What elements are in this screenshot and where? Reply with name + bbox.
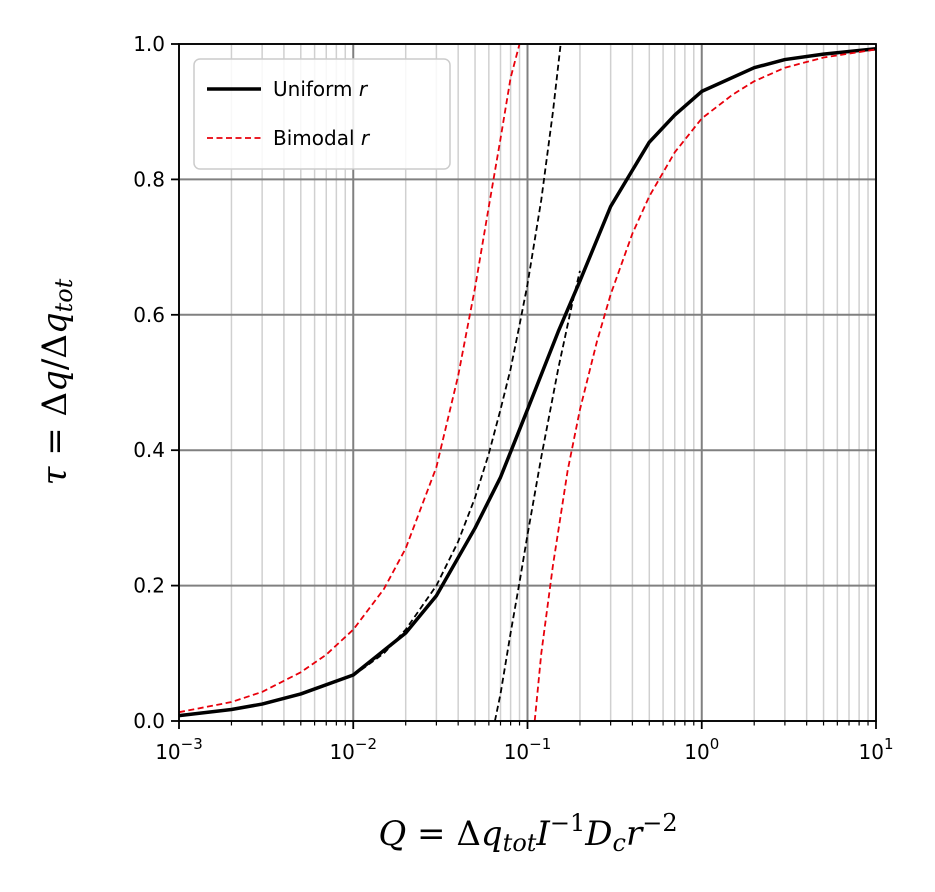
x-tick-label-exponent: −3 [181, 735, 203, 753]
xlabel-exp2: −2 [642, 809, 677, 837]
y-tick-label: 0.2 [133, 574, 165, 598]
legend: Uniform r Bimodal r [193, 58, 451, 170]
x-tick-label-base: 10 [329, 740, 354, 764]
xlabel-q: Q [378, 814, 406, 854]
ylabel-eq: = Δ [35, 392, 75, 467]
x-tick-label-exponent: 0 [710, 735, 720, 753]
bimodal-series-line [179, 44, 521, 714]
x-tick-label: 100 [684, 735, 719, 764]
legend-label-uniform-r: r [359, 77, 369, 101]
legend-label-bimodal-text: Bimodal [273, 126, 355, 150]
xlabel-exp1: −1 [550, 809, 585, 837]
y-tick-label: 1.0 [133, 32, 165, 56]
y-tick-label: 0.6 [133, 303, 165, 327]
x-tick-label-base: 10 [155, 740, 180, 764]
ylabel-slash: /Δ [35, 334, 75, 370]
xlabel-i: I [535, 814, 550, 854]
x-tick-label: 10−3 [155, 735, 203, 764]
xlabel-c-sub: c [613, 829, 626, 857]
x-tick-label-exponent: −2 [355, 735, 377, 753]
legend-label-bimodal-r: r [361, 126, 371, 150]
ylabel-q: q [35, 370, 75, 392]
legend-box [193, 58, 451, 170]
legend-label-uniform-text: Uniform [273, 77, 353, 101]
xlabel-qtot-q: q [481, 814, 503, 854]
series-layer [179, 44, 876, 721]
x-tick-label-base: 10 [504, 740, 529, 764]
y-tick-label: 0.4 [133, 438, 165, 462]
x-tick-label-exponent: −1 [529, 735, 551, 753]
xlabel-d: D [584, 814, 612, 854]
ylabel-tot-sub: tot [50, 278, 78, 312]
uniform-series-line [179, 46, 876, 718]
y-axis-label: τ = Δq/Δqtot [35, 278, 78, 485]
legend-label-uniform: Uniform r [273, 77, 369, 101]
bimodal-series-line [533, 48, 876, 721]
asymptote-series-line [494, 270, 581, 721]
xlabel-eq: = Δ [406, 814, 481, 854]
y-tick-label: 0.0 [133, 709, 165, 733]
ylabel-tau: τ [35, 465, 75, 485]
ylabel-q2: q [35, 312, 75, 334]
y-tick-label: 0.8 [133, 167, 165, 191]
x-tick-label: 10−1 [504, 735, 552, 764]
x-axis-label: Q = ΔqtotI−1Dcr−2 [378, 809, 677, 857]
asymptote-series-line [352, 44, 562, 677]
x-tick-label-base: 10 [859, 740, 884, 764]
legend-label-bimodal: Bimodal r [273, 126, 371, 150]
x-tick-label: 101 [859, 735, 894, 764]
xlabel-tot-sub: tot [503, 829, 537, 857]
xlabel-r: r [626, 814, 644, 854]
x-tick-label-base: 10 [684, 740, 709, 764]
x-tick-label: 10−2 [329, 735, 377, 764]
x-tick-label-exponent: 1 [884, 735, 894, 753]
